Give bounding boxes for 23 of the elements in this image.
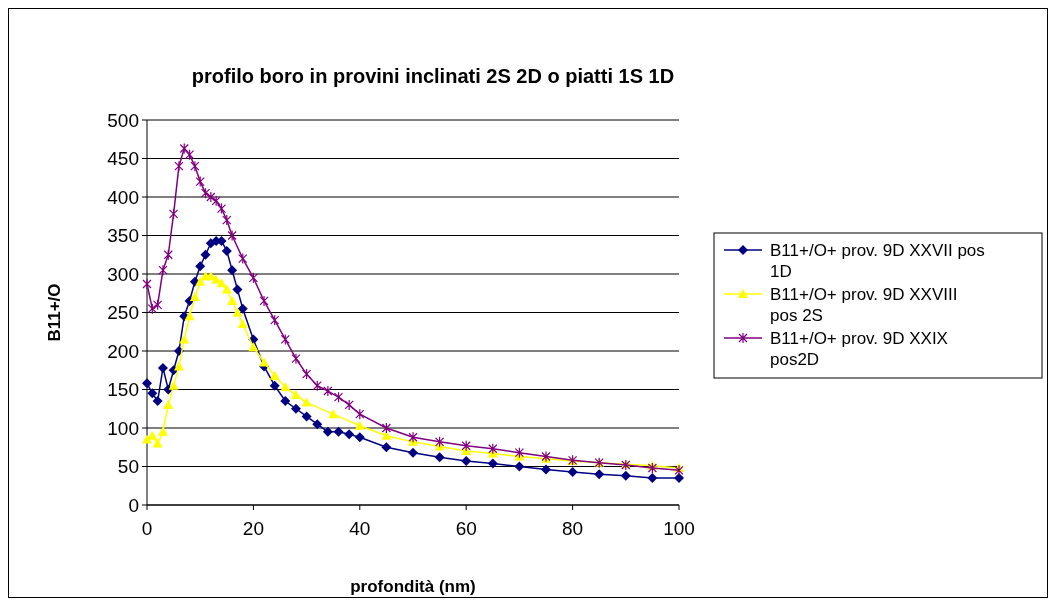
x-tick-label: 20	[242, 518, 264, 539]
y-tick-label: 300	[107, 263, 139, 285]
legend-label: B11+/O+ prov. 9D XXVII pos 1D	[770, 241, 985, 281]
x-axis-title: profondità (nm)	[350, 577, 476, 596]
y-tick-label: 50	[117, 456, 139, 478]
y-tick-label: 200	[107, 340, 139, 362]
y-tick-label: 100	[107, 417, 139, 439]
x-tick-label: 80	[562, 518, 584, 539]
y-tick-label: 500	[107, 109, 139, 131]
x-tick-label: 0	[141, 518, 153, 539]
y-tick-label: 250	[107, 302, 139, 324]
legend-label: B11+/O+ prov. 9D XXVIII pos 2S	[770, 285, 958, 325]
y-tick-label: 150	[107, 379, 139, 401]
y-axis-title: B11+/O	[45, 283, 64, 342]
y-tick-label: 400	[107, 186, 139, 208]
x-tick-label: 100	[663, 518, 695, 539]
y-tick-label: 350	[107, 225, 139, 247]
x-tick-label: 60	[455, 518, 477, 539]
y-tick-label: 0	[128, 494, 139, 516]
chart-title: profilo boro in provini inclinati 2S 2D o piatti 1S 1D	[191, 65, 675, 87]
y-tick-label: 450	[107, 148, 139, 170]
legend-label: B11+/O+ prov. 9D XXIX pos2D	[770, 329, 948, 369]
x-tick-label: 40	[349, 518, 371, 539]
